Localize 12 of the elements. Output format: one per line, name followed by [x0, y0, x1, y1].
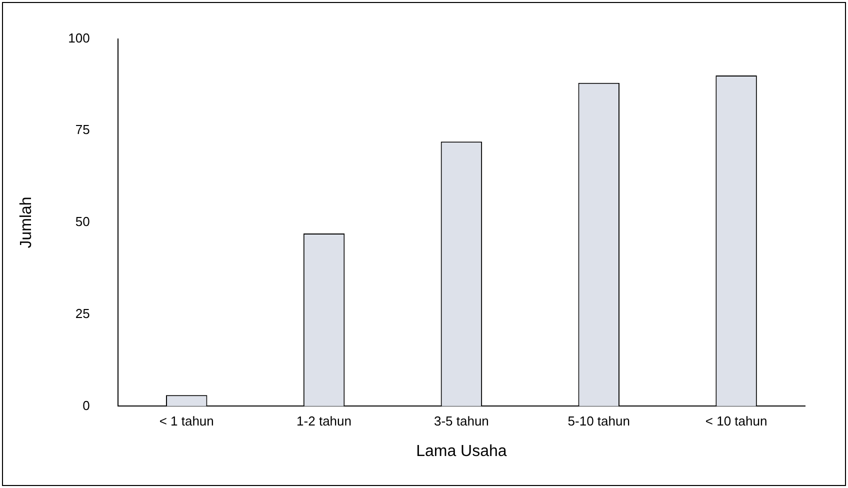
y-tick-label: 75: [75, 122, 90, 138]
x-tick-label: 3-5 tahun: [434, 414, 489, 429]
x-tick-label: 5-10 tahun: [568, 414, 630, 429]
y-tick-label: 25: [75, 306, 90, 321]
x-tick-label: 1-2 tahun: [296, 414, 352, 429]
y-tick-label: 0: [82, 398, 90, 413]
y-tick-label: 100: [68, 30, 90, 46]
x-tick-label: < 10 tahun: [705, 414, 768, 429]
y-tick-label: 50: [75, 214, 90, 230]
x-axis-title: Lama Usaha: [416, 442, 507, 460]
x-tick-label: < 1 tahun: [159, 414, 214, 429]
y-axis-title: Jumlah: [18, 196, 36, 248]
